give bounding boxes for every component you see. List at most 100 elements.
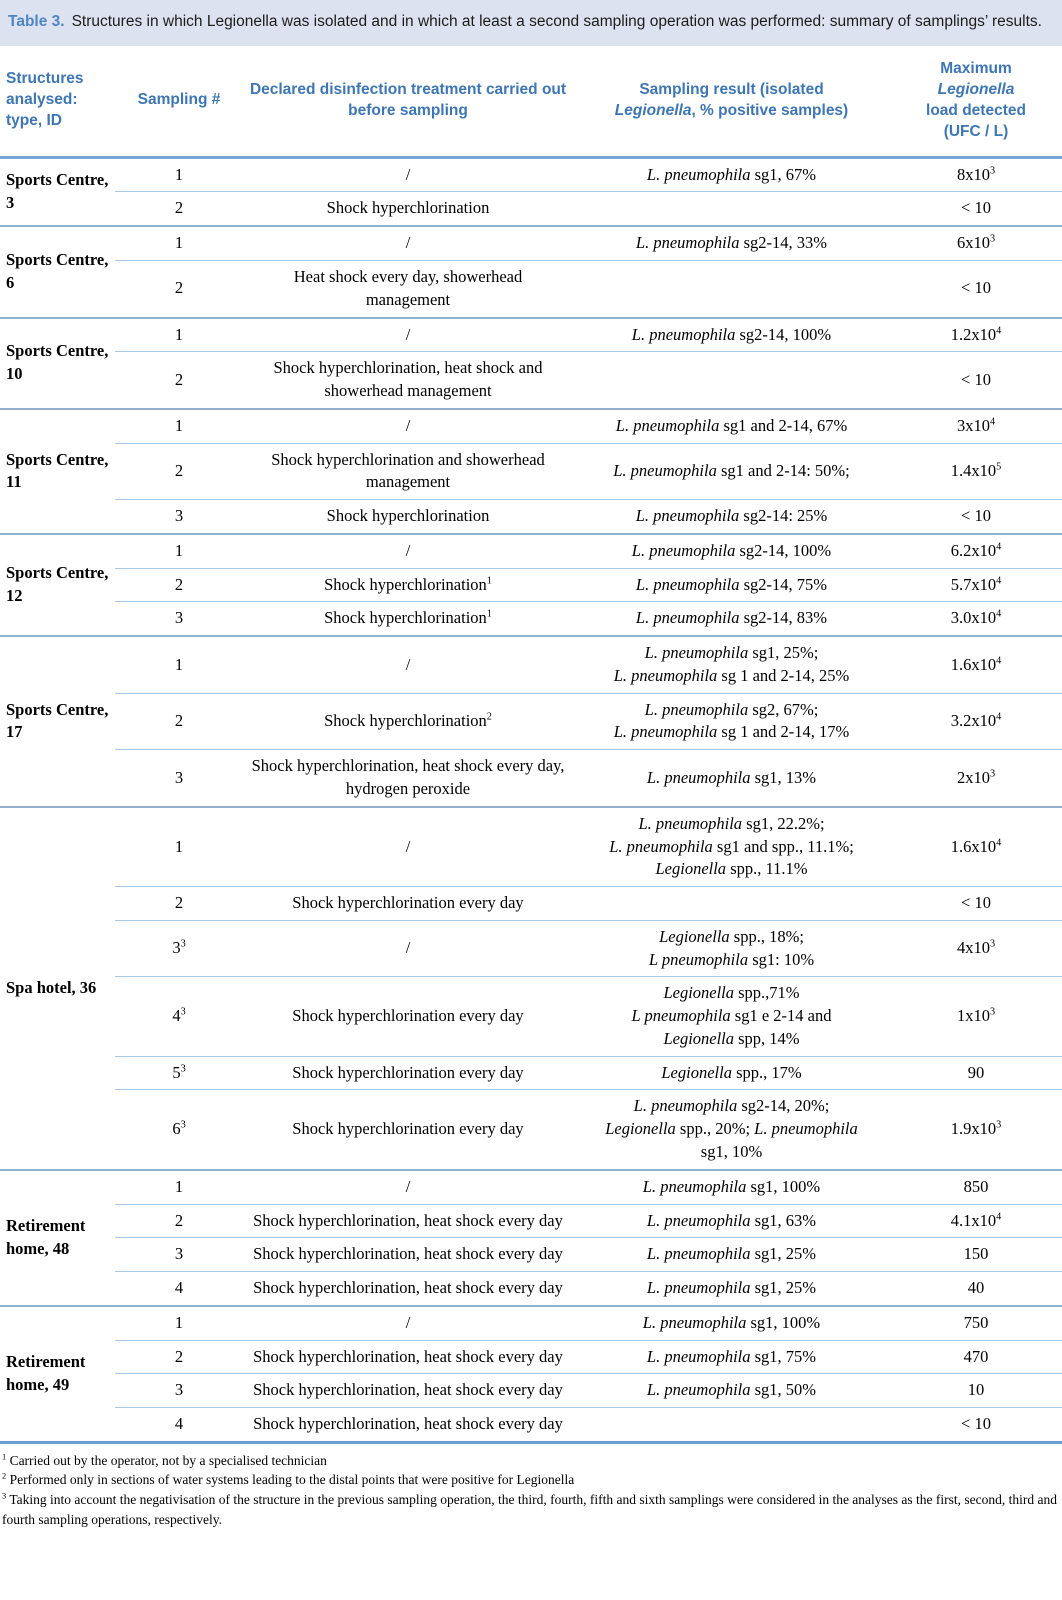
result-cell: L. pneumophila sg1, 75% bbox=[573, 1340, 890, 1375]
table-row: 2 Shock hyperchlorination, heat shock eve… bbox=[0, 1340, 1062, 1375]
table-row: 53 Shock hyperchlorination every day Legio… bbox=[0, 1056, 1062, 1091]
load-cell: 850 bbox=[890, 1169, 1062, 1205]
treatment-cell: Shock hyperchlorination bbox=[243, 499, 573, 535]
result-cell bbox=[573, 886, 890, 921]
result-cell bbox=[573, 260, 890, 319]
sampling-number-cell: 33 bbox=[115, 920, 243, 978]
sampling-number-cell: 3 bbox=[115, 601, 243, 638]
result-cell: L. pneumophila sg2-14, 83% bbox=[573, 601, 890, 638]
result-cell bbox=[573, 191, 890, 228]
result-cell: L. pneumophila sg2-14: 25% bbox=[573, 499, 890, 535]
table-header: Structures analysed: type, ID Sampling # D… bbox=[0, 46, 1062, 159]
footnote-3-text: Taking into account the negativisation o… bbox=[2, 1491, 1058, 1527]
table-row: 2 Shock hyperchlorination2 L. pneumophila … bbox=[0, 693, 1062, 751]
table-row: 2 Shock hyperchlorination every day < 10 bbox=[0, 886, 1062, 921]
table-row: 2 Shock hyperchlorination, heat shock eve… bbox=[0, 1204, 1062, 1239]
load-cell: 1.9x103 bbox=[890, 1089, 1062, 1171]
table-row: Sports Centre, 6 1/L. pneumophila sg2-14,… bbox=[0, 226, 1062, 319]
load-cell: 4x103 bbox=[890, 920, 1062, 978]
load-cell: < 10 bbox=[890, 351, 1062, 410]
load-cell: < 10 bbox=[890, 499, 1062, 535]
result-cell: Legionella spp.,71% L pneumophila sg1 e 2… bbox=[573, 976, 890, 1057]
table-row: Spa hotel, 36 1/L. pneumophila sg1, 22.2%… bbox=[0, 806, 1062, 1171]
table-row: 3 Shock hyperchlorination, heat shock eve… bbox=[0, 1373, 1062, 1409]
load-cell: 1x103 bbox=[890, 976, 1062, 1057]
treatment-cell: / bbox=[243, 408, 573, 444]
sampling-number-cell: 53 bbox=[115, 1056, 243, 1091]
sampling-number-cell: 4 bbox=[115, 1407, 243, 1444]
load-cell: 3.2x104 bbox=[890, 693, 1062, 751]
table-row: 3 Shock hyperchlorination, heat shock eve… bbox=[0, 749, 1062, 808]
load-cell: 3.0x104 bbox=[890, 601, 1062, 638]
treatment-cell: Shock hyperchlorination and showerhead m… bbox=[243, 443, 573, 501]
treatment-cell: Shock hyperchlorination every day bbox=[243, 1089, 573, 1171]
table-row: 43 Shock hyperchlorination every day Legio… bbox=[0, 976, 1062, 1057]
result-cell: L. pneumophila sg2-14, 100% bbox=[573, 317, 890, 353]
table-row: 3 Shock hyperchlorination1 L. pneumophila … bbox=[0, 601, 1062, 638]
structure-cell: Sports Centre, 11 bbox=[0, 408, 115, 535]
column-header-3: Sampling result (isolated Legionella, % p… bbox=[573, 46, 890, 159]
sampling-number-cell: 3 bbox=[115, 1237, 243, 1273]
treatment-cell: / bbox=[243, 806, 573, 888]
result-cell: L. pneumophila sg1, 25% bbox=[573, 1271, 890, 1307]
structure-cell: Retirement home, 49 bbox=[0, 1305, 115, 1444]
table-row: 3 Shock hyperchlorination L. pneumophila s… bbox=[0, 499, 1062, 535]
sampling-number-cell: 2 bbox=[115, 568, 243, 603]
table-row: 2 Shock hyperchlorination, heat shock and… bbox=[0, 351, 1062, 410]
sampling-number-cell: 2 bbox=[115, 1340, 243, 1375]
table-row: Sports Centre, 11 1/L. pneumophila sg1 an… bbox=[0, 408, 1062, 535]
footnote-1-text: Carried out by the operator, not by a sp… bbox=[9, 1452, 327, 1468]
result-cell: L. pneumophila sg1, 25% bbox=[573, 1237, 890, 1273]
result-cell: L. pneumophila sg1 and 2-14: 50%; bbox=[573, 443, 890, 501]
table-caption-text: Structures in which Legionella was isola… bbox=[71, 13, 1042, 30]
sampling-number-cell: 63 bbox=[115, 1089, 243, 1171]
structure-cell: Sports Centre, 10 bbox=[0, 317, 115, 410]
result-cell: L. pneumophila sg1, 67% bbox=[573, 157, 890, 193]
footnote-2: 2 Performed only in sections of water sy… bbox=[2, 1470, 1058, 1490]
result-cell: L. pneumophila sg2-14, 20%; Legionella sp… bbox=[573, 1089, 890, 1171]
load-cell: 1.6x104 bbox=[890, 806, 1062, 888]
table-caption-label: Table 3. bbox=[8, 13, 65, 30]
treatment-cell: Shock hyperchlorination every day bbox=[243, 976, 573, 1057]
table-row: Retirement home, 48 1/L. pneumophila sg1,… bbox=[0, 1169, 1062, 1307]
structure-cell: Spa hotel, 36 bbox=[0, 806, 115, 1171]
structure-cell: Sports Centre, 17 bbox=[0, 636, 115, 808]
result-cell: L. pneumophila sg1, 25%; L. pneumophila s… bbox=[573, 636, 890, 694]
sampling-number-cell: 3 bbox=[115, 749, 243, 808]
table-row: 2 Heat shock every day, showerhead manage… bbox=[0, 260, 1062, 319]
result-cell: L. pneumophila sg1, 100% bbox=[573, 1305, 890, 1341]
sampling-number-cell: 43 bbox=[115, 976, 243, 1057]
result-cell: L. pneumophila sg2-14, 75% bbox=[573, 568, 890, 603]
sampling-number-cell: 2 bbox=[115, 443, 243, 501]
treatment-cell: Shock hyperchlorination, heat shock ever… bbox=[243, 1204, 573, 1239]
sampling-number-cell: 2 bbox=[115, 260, 243, 319]
load-cell: 1.4x105 bbox=[890, 443, 1062, 501]
footnotes: 1 Carried out by the operator, not by a … bbox=[0, 1444, 1062, 1539]
treatment-cell: / bbox=[243, 317, 573, 353]
sampling-number-cell: 2 bbox=[115, 191, 243, 228]
footnote-2-marker: 2 bbox=[2, 1471, 7, 1481]
sampling-number-cell: 1 bbox=[115, 636, 243, 694]
sampling-number-cell: 1 bbox=[115, 317, 243, 353]
load-cell: < 10 bbox=[890, 1407, 1062, 1444]
table-row: Sports Centre, 10 1/L. pneumophila sg2-14… bbox=[0, 317, 1062, 410]
footnote-3-marker: 3 bbox=[2, 1491, 7, 1501]
result-cell: L. pneumophila sg2-14, 100% bbox=[573, 533, 890, 569]
result-cell: L. pneumophila sg2-14, 33% bbox=[573, 226, 890, 262]
load-cell: 5.7x104 bbox=[890, 568, 1062, 603]
result-cell: L. pneumophila sg1, 100% bbox=[573, 1169, 890, 1205]
treatment-cell: Shock hyperchlorination2 bbox=[243, 693, 573, 751]
treatment-cell: Shock hyperchlorination, heat shock ever… bbox=[243, 1373, 573, 1409]
treatment-cell: Shock hyperchlorination every day bbox=[243, 1056, 573, 1091]
table-row: Sports Centre, 3 1/L. pneumophila sg1, 67… bbox=[0, 157, 1062, 228]
load-cell: 470 bbox=[890, 1340, 1062, 1375]
table-row: 2 Shock hyperchlorination and showerhead … bbox=[0, 443, 1062, 501]
load-cell: 4.1x104 bbox=[890, 1204, 1062, 1239]
footnote-3: 3 Taking into account the negativisation… bbox=[2, 1490, 1058, 1529]
result-cell: L. pneumophila sg1, 50% bbox=[573, 1373, 890, 1409]
sampling-number-cell: 2 bbox=[115, 351, 243, 410]
sampling-number-cell: 1 bbox=[115, 806, 243, 888]
header-row: Structures analysed: type, ID Sampling # D… bbox=[0, 46, 1062, 159]
treatment-cell: / bbox=[243, 1169, 573, 1205]
load-cell: 150 bbox=[890, 1237, 1062, 1273]
